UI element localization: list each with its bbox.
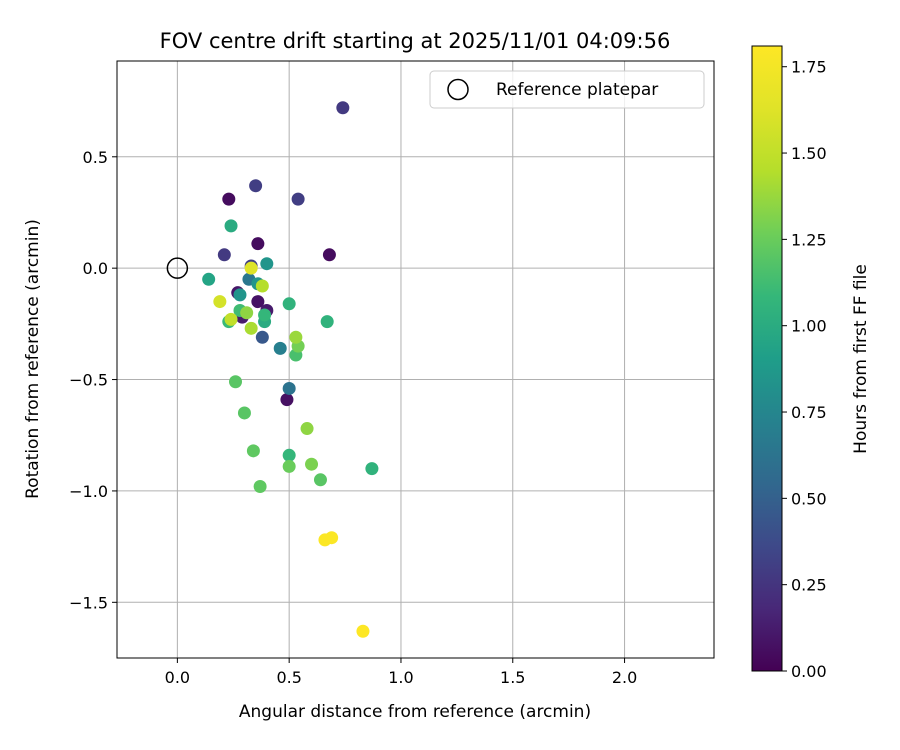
- data-point: [280, 393, 294, 407]
- data-point: [202, 272, 216, 286]
- plot-frame: [116, 60, 715, 659]
- y-tick-label: 0.0: [83, 259, 108, 278]
- data-point: [213, 295, 227, 309]
- data-point: [260, 257, 274, 271]
- data-point: [253, 479, 267, 493]
- colorbar-tick-label: 1.25: [791, 230, 827, 249]
- y-axis-label: Rotation from reference (arcmin): [23, 219, 43, 499]
- colorbar-tick-label: 1.00: [791, 317, 827, 336]
- data-point: [255, 330, 269, 344]
- x-tick-label: 1.5: [500, 668, 525, 687]
- data-point: [313, 473, 327, 487]
- data-point: [224, 219, 238, 233]
- colorbar-frame: [751, 45, 783, 672]
- data-point: [273, 341, 287, 355]
- legend: Reference platepar: [429, 70, 705, 109]
- y-tick-label: −1.0: [69, 482, 108, 501]
- data-point: [282, 381, 296, 395]
- data-point: [291, 192, 305, 206]
- chart-title: FOV centre drift starting at 2025/11/01 …: [160, 29, 671, 53]
- data-point: [251, 237, 265, 251]
- colorbar-tick-label: 0.75: [791, 403, 827, 422]
- legend-marker-reference: [447, 78, 469, 101]
- data-point: [300, 422, 314, 436]
- grid-lines: [117, 61, 714, 658]
- data-point: [249, 179, 263, 193]
- data-point: [244, 321, 258, 335]
- data-point: [229, 375, 243, 389]
- data-point: [222, 192, 236, 206]
- colorbar-ticks: 0.00 0.25 0.50 0.75 1.00 1.25 1.50 1.75: [782, 58, 827, 681]
- data-point: [282, 448, 296, 462]
- colorbar-tick-label: 1.75: [791, 58, 827, 77]
- reference-platepar-marker: [166, 257, 189, 279]
- data-point: [289, 330, 303, 344]
- data-points: [166, 101, 379, 638]
- data-point: [320, 315, 334, 329]
- y-axis-ticks: 0.5 0.0 −0.5 −1.0 −1.5: [69, 148, 117, 612]
- colorbar-tick-label: 1.50: [791, 144, 827, 163]
- data-point: [356, 624, 370, 638]
- y-tick-label: −0.5: [69, 371, 108, 390]
- colorbar-tick-label: 0.25: [791, 576, 827, 595]
- data-point: [224, 312, 238, 326]
- data-point: [282, 297, 296, 311]
- data-point: [233, 288, 247, 302]
- colorbar: 0.00 0.25 0.50 0.75 1.00 1.25 1.50 1.75 Hours f…: [751, 45, 871, 681]
- colorbar-tick-label: 0.00: [791, 662, 827, 681]
- x-axis-label: Angular distance from reference (arcmin): [239, 702, 591, 722]
- x-tick-label: 1.0: [388, 668, 413, 687]
- x-tick-label: 0.0: [165, 668, 190, 687]
- x-axis-ticks: 0.0 0.5 1.0 1.5 2.0: [165, 658, 637, 687]
- x-tick-label: 0.5: [276, 668, 301, 687]
- data-point: [305, 457, 319, 471]
- y-tick-label: 0.5: [83, 148, 108, 167]
- colorbar-tick-label: 0.50: [791, 489, 827, 508]
- data-point: [322, 248, 336, 262]
- colorbar-label: Hours from first FF file: [851, 264, 871, 454]
- legend-box: [429, 70, 705, 109]
- colorbar-gradient: [752, 46, 782, 671]
- data-point: [336, 101, 350, 115]
- data-point: [240, 306, 254, 320]
- data-point: [325, 531, 339, 545]
- data-point: [365, 462, 379, 476]
- data-point: [251, 295, 265, 309]
- y-tick-label: −1.5: [69, 593, 108, 612]
- legend-label-reference: Reference platepar: [496, 80, 658, 100]
- data-point: [237, 406, 251, 420]
- data-point: [258, 308, 272, 322]
- data-point: [282, 459, 296, 473]
- data-point: [255, 279, 269, 293]
- data-point: [217, 248, 231, 262]
- data-point: [244, 261, 258, 275]
- data-point: [246, 444, 260, 458]
- x-tick-label: 2.0: [612, 668, 637, 687]
